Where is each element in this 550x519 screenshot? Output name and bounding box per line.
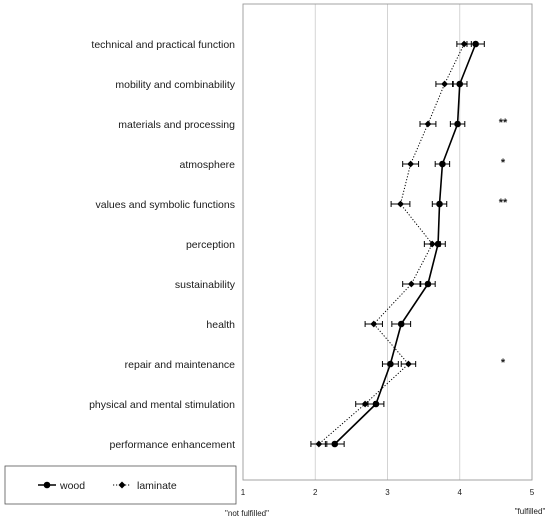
legend-label-wood: wood — [59, 480, 85, 492]
data-point-laminate — [315, 440, 323, 448]
data-point-wood — [436, 200, 443, 208]
x-tick-label: 3 — [385, 488, 390, 497]
x-tick-labels: 1 2 3 4 5 — [241, 488, 535, 497]
data-point-wood — [397, 320, 405, 328]
data-point-wood — [454, 120, 461, 128]
x-tick-label: 1 — [241, 488, 246, 497]
data-point-laminate — [407, 160, 415, 168]
data-point-laminate — [361, 400, 369, 408]
significance-marker: ** — [499, 197, 508, 209]
data-point-wood — [424, 280, 432, 288]
series-line-wood — [334, 43, 477, 445]
data-point-laminate — [407, 280, 415, 288]
data-point-laminate — [405, 360, 412, 368]
category-label: values and symbolic functions — [96, 199, 236, 211]
data-point-laminate — [441, 80, 448, 88]
category-labels: technical and practical function mobility… — [89, 39, 236, 451]
significance-markers: ****** — [499, 117, 508, 369]
category-label: atmosphere — [180, 159, 236, 171]
data-point-wood — [372, 400, 380, 408]
category-label: perception — [186, 239, 235, 251]
category-label: mobility and combinability — [115, 79, 235, 91]
data-point-laminate — [424, 120, 432, 128]
axis-end-labels: "not fulfilled" "fulfilled" — [225, 507, 545, 518]
series-line-laminate — [318, 43, 465, 445]
x-tick-label: 2 — [313, 488, 318, 497]
category-label: performance enhancement — [110, 439, 236, 451]
legend-marker-laminate — [118, 481, 126, 489]
data-point-wood — [331, 440, 339, 448]
significance-marker: * — [501, 357, 506, 369]
legend: wood laminate — [4, 465, 237, 505]
category-label: materials and processing — [118, 119, 235, 131]
data-point-wood — [456, 80, 464, 88]
data-point-laminate — [460, 40, 468, 48]
category-label: sustainability — [175, 279, 236, 291]
data-point-wood — [434, 240, 442, 248]
x-tick-label: 4 — [458, 488, 463, 497]
data-point-laminate — [370, 320, 378, 328]
series-laminate — [310, 40, 472, 448]
series-wood — [324, 40, 485, 448]
legend-label-laminate: laminate — [137, 480, 177, 492]
data-point-wood — [439, 160, 446, 168]
x-tick-label: 5 — [530, 488, 535, 497]
data-point-wood — [387, 360, 394, 368]
category-label: technical and practical function — [91, 39, 235, 51]
legend-marker-wood — [43, 481, 51, 489]
plot-frame — [242, 3, 533, 481]
not-fulfilled-label: "not fulfilled" — [225, 509, 269, 518]
plot-border — [242, 3, 533, 481]
category-label: health — [206, 319, 235, 331]
data-point-wood — [472, 40, 479, 48]
fulfilled-label: "fulfilled" — [515, 507, 546, 516]
significance-marker: * — [501, 157, 506, 169]
category-label: repair and maintenance — [125, 359, 235, 371]
significance-marker: ** — [499, 117, 508, 129]
data-point-laminate — [397, 200, 404, 208]
category-label: physical and mental stimulation — [89, 399, 235, 411]
